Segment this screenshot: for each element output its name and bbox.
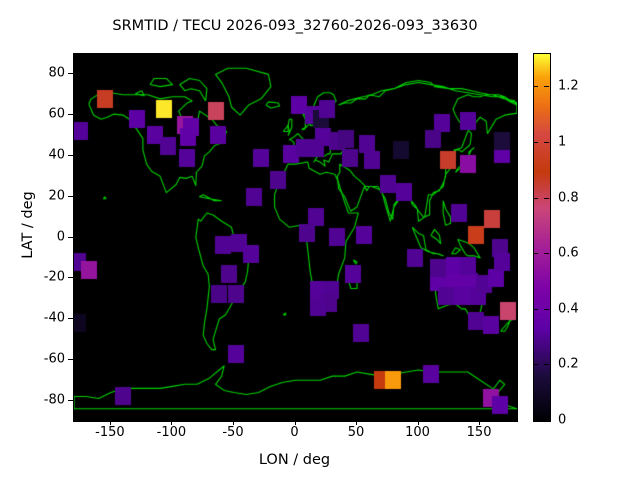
x-tick-label: -50 bbox=[222, 425, 244, 440]
colorbar-tick-mark bbox=[533, 308, 538, 310]
y-tick-mark bbox=[68, 195, 73, 197]
y-tick-label: -20 bbox=[43, 269, 65, 285]
colorbar-tick-label: 1.2 bbox=[558, 78, 579, 94]
x-tick-label: 0 bbox=[290, 425, 299, 440]
map-plot-area bbox=[73, 53, 518, 422]
colorbar-tick-label: 0.4 bbox=[558, 301, 579, 317]
y-tick-mark bbox=[68, 277, 73, 279]
colorbar-gradient bbox=[534, 54, 550, 421]
colorbar-tick-label: 0.2 bbox=[558, 356, 579, 372]
colorbar-tick-mark bbox=[533, 364, 538, 366]
colorbar-tick-mark bbox=[533, 197, 538, 199]
colorbar-tick-label: 0.8 bbox=[558, 190, 579, 206]
y-tick-mark bbox=[68, 318, 73, 320]
colorbar-tick-mark bbox=[533, 141, 538, 143]
colorbar-tick-mark bbox=[544, 364, 549, 366]
y-tick-mark bbox=[68, 358, 73, 360]
x-tick-mark bbox=[109, 420, 111, 425]
y-tick-label: -40 bbox=[43, 310, 65, 326]
y-tick-label: 80 bbox=[48, 65, 65, 81]
y-tick-label: -80 bbox=[43, 392, 65, 408]
colorbar-tick-mark bbox=[544, 197, 549, 199]
colorbar-tick-mark bbox=[533, 86, 538, 88]
y-tick-label: 60 bbox=[48, 106, 65, 122]
x-tick-label: 100 bbox=[405, 425, 430, 440]
y-axis-label: LAT / deg bbox=[20, 191, 36, 259]
colorbar-tick-mark bbox=[533, 253, 538, 255]
y-tick-label: -60 bbox=[43, 351, 65, 367]
tid-data-layer bbox=[74, 54, 517, 421]
colorbar-tick-mark bbox=[533, 420, 538, 421]
y-tick-mark bbox=[68, 154, 73, 156]
colorbar-tick-mark bbox=[544, 141, 549, 143]
colorbar-tick-mark bbox=[544, 86, 549, 88]
colorbar-tick-label: 0 bbox=[558, 412, 567, 428]
x-axis-label: LON / deg bbox=[258, 452, 331, 468]
colorbar-tick-mark bbox=[544, 253, 549, 255]
x-tick-mark bbox=[417, 420, 419, 425]
x-tick-mark bbox=[171, 420, 173, 425]
y-tick-mark bbox=[68, 399, 73, 401]
x-tick-label: 150 bbox=[466, 425, 492, 440]
x-tick-mark bbox=[479, 420, 481, 425]
y-tick-label: 0 bbox=[56, 229, 65, 244]
x-tick-label: -100 bbox=[156, 425, 187, 440]
y-tick-mark bbox=[68, 73, 73, 75]
x-tick-label: 50 bbox=[347, 425, 365, 440]
colorbar-tick-mark bbox=[544, 420, 549, 421]
y-tick-mark bbox=[68, 236, 73, 238]
colorbar-tick-label: 0.6 bbox=[558, 245, 579, 261]
y-tick-mark bbox=[68, 114, 73, 116]
x-tick-mark bbox=[356, 420, 358, 425]
colorbar-tick-mark bbox=[544, 308, 549, 310]
x-tick-label: -150 bbox=[95, 425, 125, 440]
colorbar bbox=[533, 53, 551, 422]
y-tick-label: 40 bbox=[48, 147, 65, 163]
chart-title: SRMTID / TECU 2026-093_32760-2026-093_33… bbox=[112, 18, 478, 34]
x-tick-mark bbox=[294, 420, 296, 425]
x-tick-mark bbox=[232, 420, 234, 425]
y-tick-label: 20 bbox=[48, 188, 65, 204]
colorbar-tick-label: 1 bbox=[558, 134, 567, 150]
